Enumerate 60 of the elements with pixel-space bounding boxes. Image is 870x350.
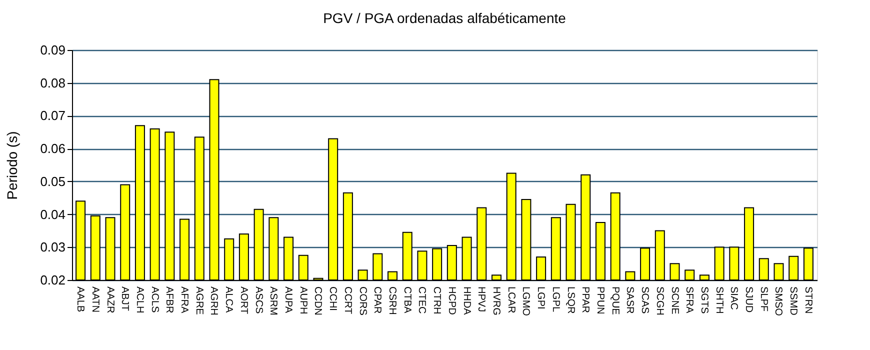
x-tick-label: AFRA	[178, 286, 190, 314]
y-tick-label: 0.04	[40, 206, 66, 222]
x-tick-label: CCRT	[342, 286, 353, 314]
x-tick-label: LGPL	[550, 286, 561, 313]
x-tick-label: ASCS	[252, 286, 264, 314]
x-tick-label: SCAS	[639, 286, 650, 314]
x-tick-label: HVRG	[490, 286, 502, 316]
y-tick-label: 0.06	[40, 141, 66, 156]
x-tick-label: HCPD	[446, 286, 457, 315]
y-tick-label: 0.07	[40, 108, 66, 124]
x-tick-label: CCDN	[312, 286, 324, 316]
x-tick-label: SFRA	[684, 286, 695, 314]
x-tick-label: HHDA	[460, 286, 472, 316]
x-tick-label: LCAR	[505, 286, 516, 314]
x-tick-label: SJUD	[743, 286, 754, 313]
x-tick-label: CTRH	[431, 286, 442, 314]
x-tick-label: SLPF	[758, 286, 769, 312]
x-tick-label: AALB	[74, 286, 86, 312]
y-tick-label: 0.05	[40, 174, 66, 189]
x-tick-label: SIAC	[728, 286, 740, 310]
x-tick-label: AUPA	[282, 286, 294, 314]
x-tick-label: PQUE	[609, 286, 620, 316]
x-tick-label: SMSO	[772, 286, 784, 316]
x-tick-label: SASR	[624, 286, 636, 314]
x-tick-label: SGTS	[698, 286, 710, 314]
y-tick-label: 0.08	[40, 75, 66, 90]
x-tick-label: ALCA	[223, 286, 234, 313]
x-tick-label: HPVJ	[476, 286, 487, 312]
x-tick-label: CSRH	[386, 286, 398, 315]
x-tick-label: CORS	[356, 286, 368, 316]
x-tick-label: AGRH	[208, 286, 220, 316]
x-tick-label: CCHI	[327, 286, 338, 311]
x-tick-label: ACLS	[148, 286, 160, 313]
x-tick-label: CTBA	[401, 286, 412, 314]
x-tick-label: SHTH	[713, 286, 724, 314]
chart-title: PGV / PGA ordenadas alfabéticamente	[323, 10, 566, 26]
y-tick-label: 0.03	[40, 240, 66, 255]
y-axis-title: Periodo (s)	[4, 131, 20, 200]
x-tick-label: AFBR	[164, 286, 175, 314]
y-tick-label: 0.02	[40, 272, 66, 288]
x-tick-label: PPAR	[580, 286, 591, 313]
x-tick-label: PPUN	[594, 286, 606, 314]
x-tick-label: AORT	[238, 286, 249, 314]
x-tick-label: ACLH	[134, 286, 145, 314]
x-tick-label: CPAR	[372, 286, 383, 314]
x-tick-label: AAZR	[104, 286, 116, 314]
x-tick-label: ABJT	[119, 286, 130, 311]
x-tick-label: LGMO	[520, 286, 532, 316]
x-tick-label: SSMD	[788, 286, 799, 316]
x-tick-label: ASRM	[268, 286, 279, 316]
x-tick-label: SCGH	[654, 286, 665, 316]
x-tick-label: AGRE	[193, 286, 204, 316]
x-tick-label: STRN	[802, 286, 814, 314]
x-tick-label: LSQR	[564, 286, 576, 314]
y-tick-label: 0.09	[40, 42, 66, 58]
x-tick-label: LGPI	[535, 286, 546, 310]
x-tick-label: AUPH	[297, 286, 308, 314]
x-tick-label: CTEC	[416, 286, 428, 314]
x-tick-label: SCNE	[668, 286, 680, 315]
x-tick-label: AATN	[89, 286, 100, 312]
